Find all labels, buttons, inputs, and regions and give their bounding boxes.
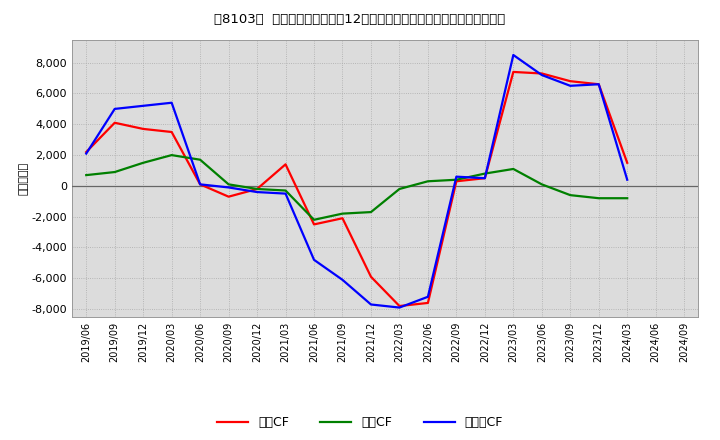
営業CF xyxy=(595,81,603,87)
投資CF xyxy=(537,182,546,187)
営業CF xyxy=(480,176,489,181)
Y-axis label: （百万円）: （百万円） xyxy=(19,161,29,195)
投資CF xyxy=(595,195,603,201)
営業CF xyxy=(366,274,375,279)
営業CF xyxy=(253,186,261,191)
営業CF xyxy=(509,69,518,74)
フリーCF xyxy=(338,277,347,282)
営業CF xyxy=(566,78,575,84)
フリーCF xyxy=(480,176,489,181)
フリーCF xyxy=(623,177,631,182)
フリーCF xyxy=(139,103,148,108)
Line: 営業CF: 営業CF xyxy=(86,72,627,306)
営業CF xyxy=(167,129,176,135)
投資CF xyxy=(196,157,204,162)
投資CF xyxy=(110,169,119,175)
営業CF xyxy=(110,120,119,125)
投資CF xyxy=(452,177,461,182)
Line: フリーCF: フリーCF xyxy=(86,55,627,308)
フリーCF xyxy=(366,302,375,307)
営業CF xyxy=(623,160,631,165)
営業CF xyxy=(282,161,290,167)
投資CF xyxy=(253,186,261,191)
営業CF xyxy=(537,71,546,76)
営業CF xyxy=(423,300,432,305)
投資CF xyxy=(423,179,432,184)
営業CF xyxy=(310,222,318,227)
フリーCF xyxy=(452,174,461,179)
投資CF xyxy=(338,211,347,216)
フリーCF xyxy=(395,305,404,310)
投資CF xyxy=(139,160,148,165)
投資CF xyxy=(225,182,233,187)
フリーCF xyxy=(196,182,204,187)
フリーCF xyxy=(537,72,546,77)
営業CF xyxy=(225,194,233,199)
投資CF xyxy=(167,152,176,158)
営業CF xyxy=(82,149,91,154)
投資CF xyxy=(310,217,318,222)
フリーCF xyxy=(282,191,290,196)
フリーCF xyxy=(509,52,518,58)
営業CF xyxy=(452,179,461,184)
フリーCF xyxy=(167,100,176,105)
営業CF xyxy=(196,182,204,187)
投資CF xyxy=(509,166,518,172)
投資CF xyxy=(480,171,489,176)
フリーCF xyxy=(225,185,233,190)
投資CF xyxy=(566,192,575,198)
フリーCF xyxy=(423,294,432,299)
投資CF xyxy=(366,209,375,215)
フリーCF xyxy=(310,257,318,262)
Line: 投資CF: 投資CF xyxy=(86,155,627,220)
営業CF xyxy=(338,216,347,221)
営業CF xyxy=(395,303,404,308)
投資CF xyxy=(282,188,290,193)
営業CF xyxy=(139,126,148,132)
フリーCF xyxy=(566,83,575,88)
フリーCF xyxy=(82,151,91,156)
Legend: 営業CF, 投資CF, フリーCF: 営業CF, 投資CF, フリーCF xyxy=(217,416,503,429)
フリーCF xyxy=(110,106,119,111)
投資CF xyxy=(623,195,631,201)
Text: Ｘ8103Ｙ  キャッシュフローの12か月移動合計の対前年同期増減額の推移: Ｘ8103Ｙ キャッシュフローの12か月移動合計の対前年同期増減額の推移 xyxy=(215,13,505,26)
投資CF xyxy=(395,186,404,191)
投資CF xyxy=(82,172,91,178)
フリーCF xyxy=(595,81,603,87)
フリーCF xyxy=(253,189,261,194)
